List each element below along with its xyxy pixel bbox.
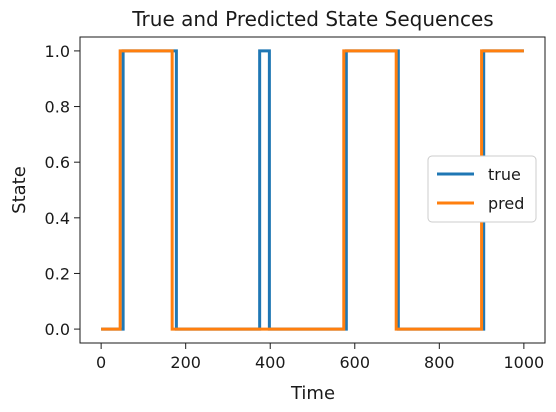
legend: true pred (427, 155, 537, 223)
series-line-pred (101, 49, 524, 331)
y-tick-label: 0.4 (45, 209, 70, 228)
legend-label-true: true (488, 165, 521, 184)
x-axis-label: Time (290, 383, 335, 404)
legend-label-pred: pred (488, 194, 524, 213)
y-tick-label: 1.0 (45, 42, 70, 61)
x-tick-label: 200 (170, 353, 201, 372)
y-tick-label: 0.2 (45, 264, 70, 283)
y-axis-label: State (9, 166, 30, 214)
ticks-layer: 0 200 400 600 800 1000 0.0 0.2 0.4 0.6 0.8 1.0 (45, 42, 545, 372)
x-tick-label: 800 (424, 353, 455, 372)
y-tick-label: 0.0 (45, 320, 70, 339)
y-tick-label: 0.6 (45, 153, 70, 172)
y-tick-label: 0.8 (45, 98, 70, 117)
axes-frame (79, 36, 546, 344)
x-tick-label: 0 (96, 353, 106, 372)
series-layer (101, 49, 524, 331)
x-tick-label: 600 (339, 353, 370, 372)
plot-area (79, 36, 546, 344)
x-tick-label: 1000 (504, 353, 545, 372)
x-tick-label: 400 (255, 353, 286, 372)
chart-title: True and Predicted State Sequences (131, 7, 493, 31)
